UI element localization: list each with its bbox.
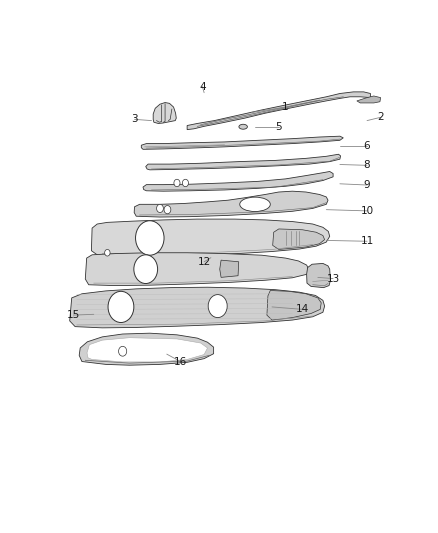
Polygon shape: [187, 92, 371, 130]
Circle shape: [134, 255, 158, 284]
Circle shape: [208, 295, 227, 318]
Polygon shape: [267, 290, 321, 320]
Polygon shape: [141, 136, 343, 149]
Polygon shape: [220, 260, 239, 277]
Circle shape: [164, 206, 171, 214]
Text: 15: 15: [67, 310, 80, 320]
Polygon shape: [134, 191, 328, 217]
Polygon shape: [85, 253, 309, 286]
Circle shape: [119, 346, 127, 356]
Text: 2: 2: [377, 112, 384, 122]
Text: 5: 5: [276, 122, 282, 132]
Polygon shape: [307, 263, 330, 288]
Text: 8: 8: [364, 160, 371, 171]
Text: 9: 9: [364, 180, 371, 190]
Polygon shape: [79, 333, 214, 365]
Circle shape: [135, 221, 164, 255]
Polygon shape: [357, 96, 381, 103]
Polygon shape: [92, 219, 330, 257]
Ellipse shape: [239, 124, 247, 129]
Text: 11: 11: [360, 236, 374, 246]
Polygon shape: [87, 338, 208, 362]
Text: 3: 3: [131, 115, 138, 124]
Text: 6: 6: [364, 141, 371, 151]
Text: 10: 10: [360, 206, 374, 216]
Circle shape: [174, 179, 180, 187]
Circle shape: [105, 249, 110, 256]
Text: 4: 4: [199, 82, 206, 92]
Polygon shape: [143, 172, 333, 191]
Polygon shape: [146, 154, 341, 170]
Circle shape: [108, 292, 134, 322]
Text: 12: 12: [198, 257, 211, 267]
Polygon shape: [273, 229, 325, 249]
Text: 16: 16: [174, 357, 187, 367]
Ellipse shape: [240, 197, 270, 212]
Circle shape: [182, 179, 188, 187]
Text: 1: 1: [282, 102, 289, 112]
Text: 13: 13: [326, 273, 340, 284]
Circle shape: [157, 204, 163, 213]
Polygon shape: [70, 287, 325, 328]
Polygon shape: [153, 102, 176, 124]
Text: 14: 14: [296, 304, 309, 314]
